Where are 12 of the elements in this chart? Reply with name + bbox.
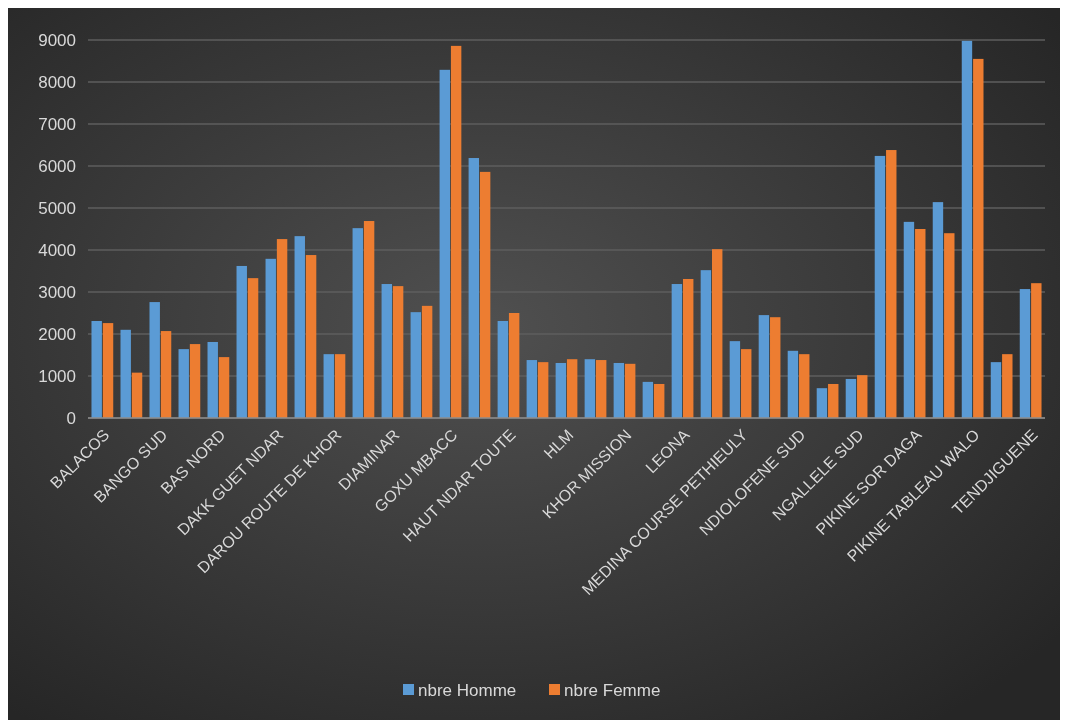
y-tick-label: 3000 xyxy=(38,282,76,302)
y-tick-label: 4000 xyxy=(38,240,76,260)
y-tick-label: 6000 xyxy=(38,156,76,176)
y-tick-label: 1000 xyxy=(38,366,76,386)
y-tick-label: 7000 xyxy=(38,114,76,134)
legend-label: nbre Femme xyxy=(564,680,661,700)
y-tick-label: 0 xyxy=(66,408,76,428)
y-tick-label: 5000 xyxy=(38,198,76,218)
y-tick-label: 8000 xyxy=(38,72,76,92)
legend-label: nbre Homme xyxy=(418,680,517,700)
y-tick-label: 2000 xyxy=(38,324,76,344)
y-tick-label: 9000 xyxy=(38,30,76,50)
